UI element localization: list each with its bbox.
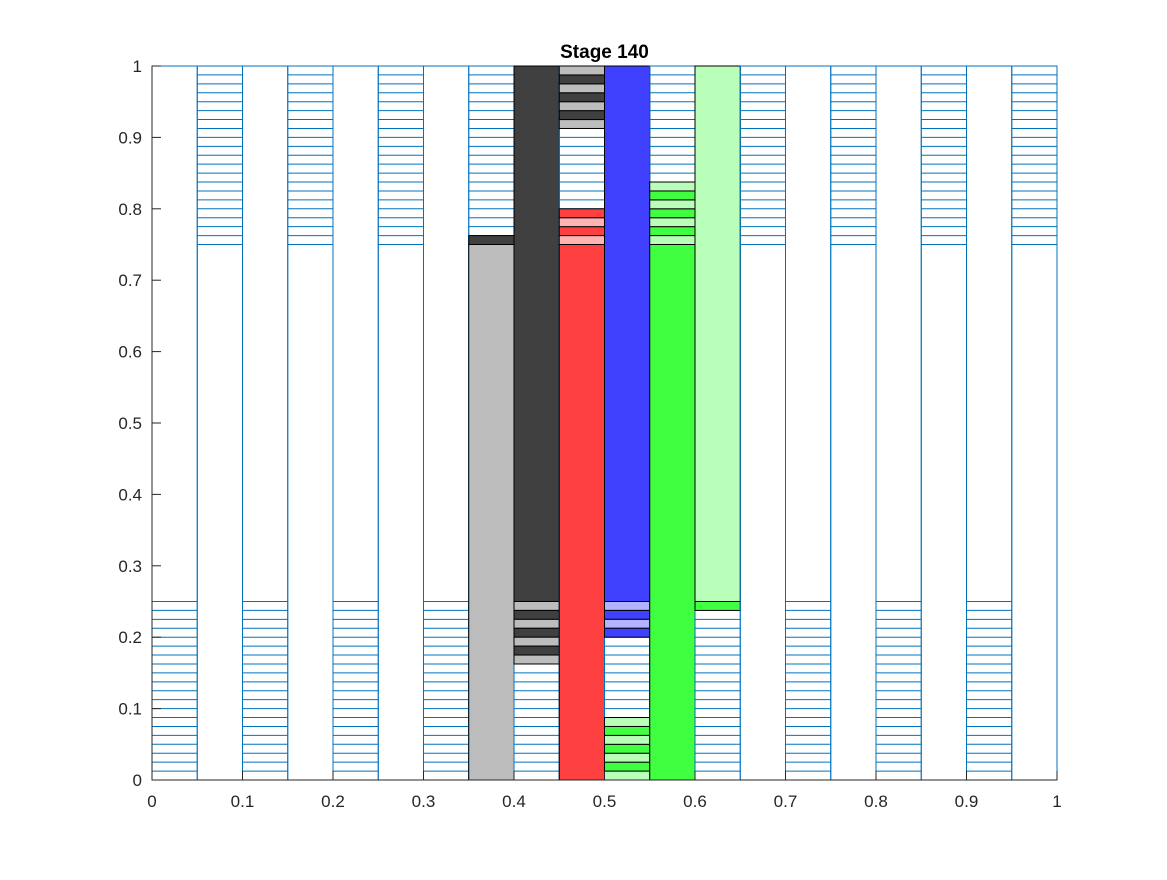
bar-segment	[604, 609, 651, 620]
y-tick-label: 0.3	[118, 557, 142, 576]
column-8	[513, 65, 560, 781]
bar-segment	[513, 601, 560, 611]
bar-segment	[468, 244, 515, 781]
bar-segment	[604, 618, 651, 629]
bar-segment	[604, 761, 651, 772]
column-10	[604, 65, 651, 781]
bar-segment	[558, 92, 605, 103]
bar-segment	[558, 226, 605, 237]
bar-segment	[513, 65, 560, 602]
bar-segment	[558, 101, 605, 112]
x-tick-label: 0.4	[502, 792, 526, 811]
y-tick-label: 0	[133, 771, 142, 790]
bar-segment	[513, 654, 560, 665]
column-12	[694, 65, 741, 781]
bar-segment	[513, 609, 560, 620]
x-tick-label: 0.2	[321, 792, 345, 811]
bar-segment	[604, 752, 651, 763]
bar-segment	[558, 83, 605, 94]
y-tick-label: 0.9	[118, 128, 142, 147]
bar-segment	[558, 65, 605, 76]
column-15	[830, 65, 877, 781]
bar-segment	[558, 235, 605, 245]
bar-segment	[604, 725, 651, 736]
bar-segment	[649, 199, 696, 210]
chart-title: Stage 140	[560, 42, 649, 63]
bar-segment	[649, 217, 696, 228]
bar-segment	[468, 235, 515, 245]
column-9	[558, 65, 605, 781]
bar-segment	[694, 65, 741, 602]
y-tick-label: 0.8	[118, 200, 142, 219]
x-tick-label: 1	[1052, 792, 1061, 811]
bar-segment	[558, 119, 605, 129]
bar-segment	[513, 618, 560, 629]
y-tick-label: 0.5	[118, 414, 142, 433]
bar-segment	[513, 627, 560, 638]
bar-segment	[604, 601, 651, 611]
y-tick-label: 1	[133, 57, 142, 76]
column-13	[739, 65, 786, 781]
bar-segment	[513, 636, 560, 647]
x-tick-label: 0.9	[955, 792, 979, 811]
x-tick-label: 0.1	[231, 792, 255, 811]
bar-segment	[604, 65, 651, 602]
bar-segment	[604, 734, 651, 745]
x-tick-label: 0.8	[864, 792, 888, 811]
bar-segment	[558, 244, 605, 781]
bar-segment	[558, 74, 605, 85]
bar-segment	[694, 601, 741, 611]
y-tick-label: 0.2	[118, 628, 142, 647]
x-tick-label: 0	[147, 792, 156, 811]
y-tick-label: 0.7	[118, 271, 142, 290]
columns-layer	[151, 65, 1058, 781]
column-7	[468, 65, 515, 781]
bar-segment	[513, 645, 560, 656]
x-tick-label: 0.6	[683, 792, 707, 811]
bar-segment	[604, 627, 651, 638]
bar-segment	[649, 190, 696, 201]
bar-segment	[649, 244, 696, 781]
x-tick-label: 0.3	[412, 792, 436, 811]
bar-segment	[649, 208, 696, 219]
bar-segment	[649, 226, 696, 237]
y-tick-label: 0.6	[118, 343, 142, 362]
bar-segment	[649, 235, 696, 245]
bar-segment	[604, 743, 651, 754]
bar-segment	[604, 717, 651, 727]
axes-layer: 0 0.1 0.2 0.3 0.4 0.5 0.6 0.7 0.8 0.9 1 0 0.1 0.2 0.3 0…	[118, 57, 1061, 811]
bar-segment	[604, 770, 651, 781]
column-14	[785, 65, 832, 781]
x-tick-label: 0.7	[774, 792, 798, 811]
y-tick-label: 0.1	[118, 700, 142, 719]
bar-segment	[649, 181, 696, 192]
bar-segment	[558, 208, 605, 219]
bar-segment	[558, 110, 605, 121]
bar-segment	[558, 217, 605, 228]
x-tick-label: 0.5	[593, 792, 617, 811]
y-tick-label: 0.4	[118, 485, 142, 504]
column-11	[649, 65, 696, 781]
